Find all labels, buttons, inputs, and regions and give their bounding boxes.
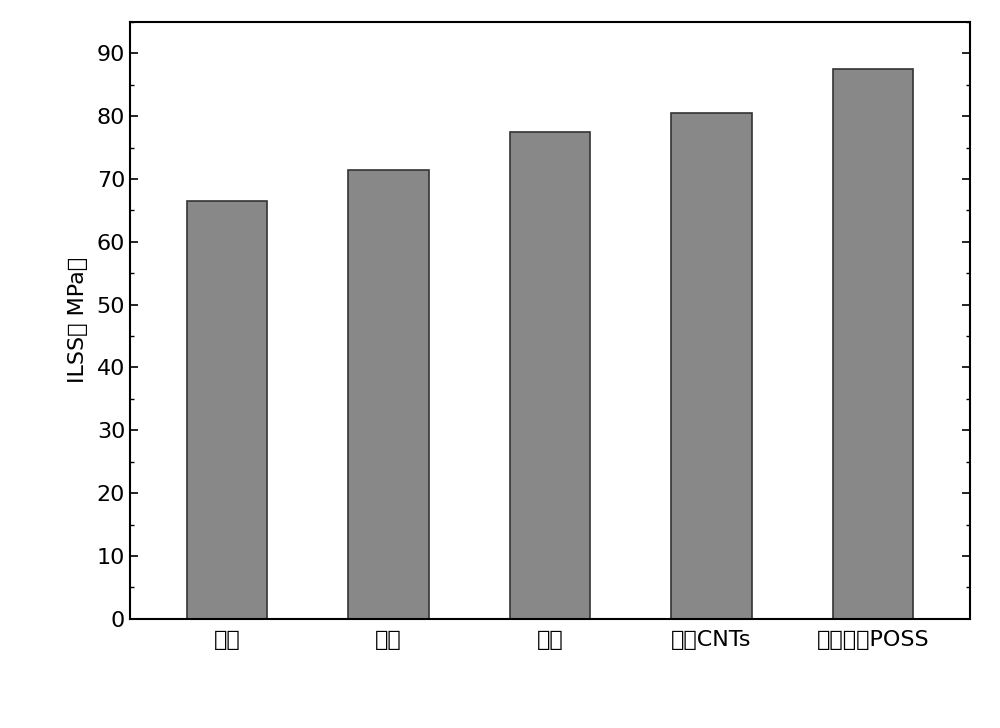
Bar	[348, 170, 429, 619]
Bar	[187, 201, 267, 619]
Bar	[833, 69, 913, 619]
Y-axis label: ILSS（ MPa）: ILSS（ MPa）	[68, 257, 88, 384]
Bar	[510, 132, 590, 619]
Bar	[671, 113, 752, 619]
